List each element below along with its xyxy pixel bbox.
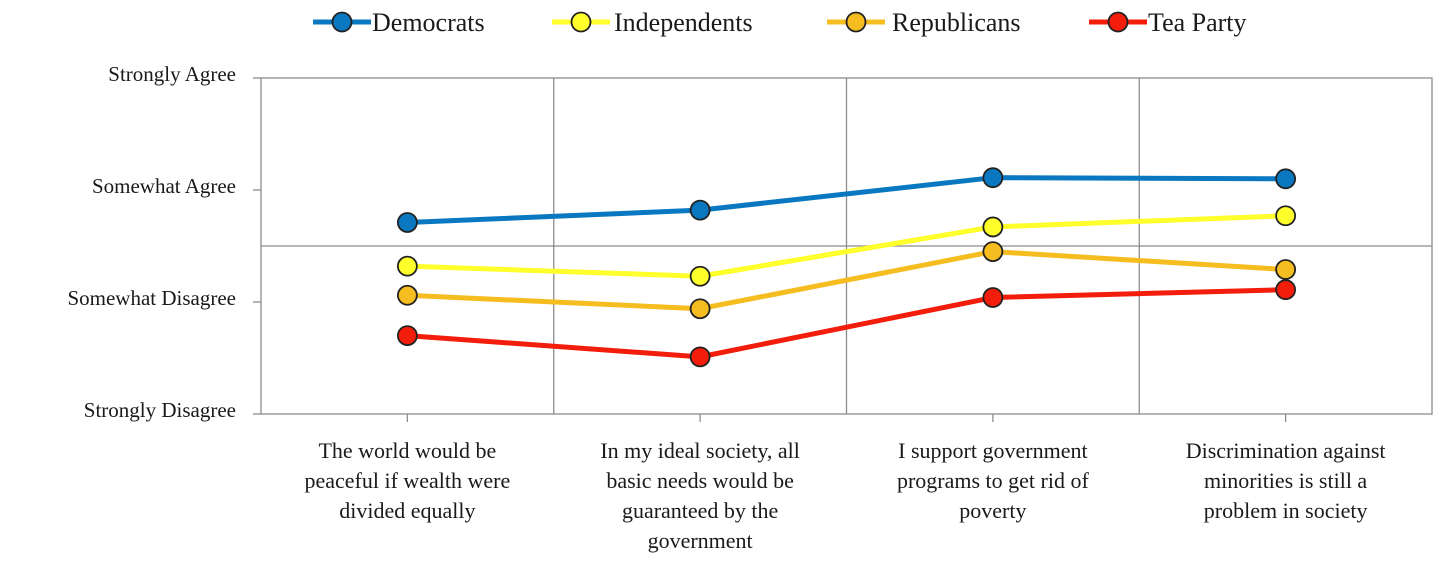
legend-item-democrats: Democrats xyxy=(313,8,485,37)
series-layer xyxy=(396,167,1297,368)
data-point xyxy=(396,212,418,233)
x-category-label-line: guaranteed by the xyxy=(622,498,778,523)
x-category-label-line: government xyxy=(648,528,753,553)
series-republicans xyxy=(396,241,1297,320)
x-category-label-line: The world would be xyxy=(318,438,496,463)
legend-swatch-marker xyxy=(845,11,867,33)
legend-item-tea-party: Tea Party xyxy=(1089,8,1247,37)
data-point xyxy=(396,284,418,306)
legend-label: Independents xyxy=(614,8,753,37)
y-axis: Strongly Agree Somewhat Agree Somewhat Dis… xyxy=(67,62,261,422)
series-democrats xyxy=(396,167,1297,233)
series-line xyxy=(407,213,1286,279)
data-point xyxy=(982,241,1004,263)
x-axis: The world would be peaceful if wealth wer… xyxy=(304,414,1386,553)
series-line xyxy=(407,175,1286,225)
data-point xyxy=(1275,259,1297,280)
y-tick-label: Somewhat Agree xyxy=(92,174,236,198)
x-category-label: The world would be peaceful if wealth wer… xyxy=(304,438,510,523)
legend-swatch-marker xyxy=(331,11,353,33)
series-independents xyxy=(396,205,1297,287)
data-point xyxy=(689,265,711,287)
x-category-label: I support government programs to get rid … xyxy=(897,438,1090,523)
x-category-label-line: basic needs would be xyxy=(606,468,794,493)
data-point xyxy=(982,287,1004,308)
x-category-label-line: problem in society xyxy=(1204,498,1368,523)
x-category-label: In my ideal society, all basic needs woul… xyxy=(600,438,800,553)
legend-label: Tea Party xyxy=(1148,8,1247,37)
y-tick-label: Strongly Agree xyxy=(108,62,236,86)
series-line xyxy=(407,287,1286,360)
data-point xyxy=(982,216,1004,238)
legend-label: Democrats xyxy=(372,8,485,37)
y-tick-label: Strongly Disagree xyxy=(84,398,236,422)
plot-border xyxy=(260,77,1433,415)
legend-swatch-marker xyxy=(570,11,592,33)
x-category-label-line: minorities is still a xyxy=(1204,468,1367,493)
x-category-label-line: In my ideal society, all xyxy=(600,438,800,463)
data-point xyxy=(689,298,711,320)
x-category-label: Discrimination against minorities is stil… xyxy=(1186,438,1386,523)
x-category-label-line: poverty xyxy=(959,498,1026,523)
legend: Democrats Independents Republicans Tea Part… xyxy=(313,8,1247,37)
series-tea-party xyxy=(396,279,1297,368)
series-line xyxy=(407,249,1286,312)
data-point xyxy=(1275,168,1297,190)
x-category-label-line: programs to get rid of xyxy=(897,468,1090,493)
data-point xyxy=(1275,279,1297,301)
x-category-label-line: Discrimination against xyxy=(1186,438,1386,463)
legend-item-republicans: Republicans xyxy=(827,8,1021,37)
data-point xyxy=(396,325,418,347)
data-point xyxy=(689,346,711,368)
y-tick-label: Somewhat Disagree xyxy=(67,286,236,310)
x-category-label-line: I support government xyxy=(898,438,1087,463)
legend-label: Republicans xyxy=(892,8,1021,37)
data-point xyxy=(689,199,711,221)
legend-item-independents: Independents xyxy=(552,8,753,37)
data-point xyxy=(1275,205,1297,227)
legend-swatch-marker xyxy=(1107,11,1129,33)
x-category-label-line: peaceful if wealth were xyxy=(304,468,510,493)
data-point xyxy=(982,167,1004,189)
plot-area xyxy=(260,77,1433,415)
data-point xyxy=(396,255,418,277)
x-category-label-line: divided equally xyxy=(339,498,475,523)
